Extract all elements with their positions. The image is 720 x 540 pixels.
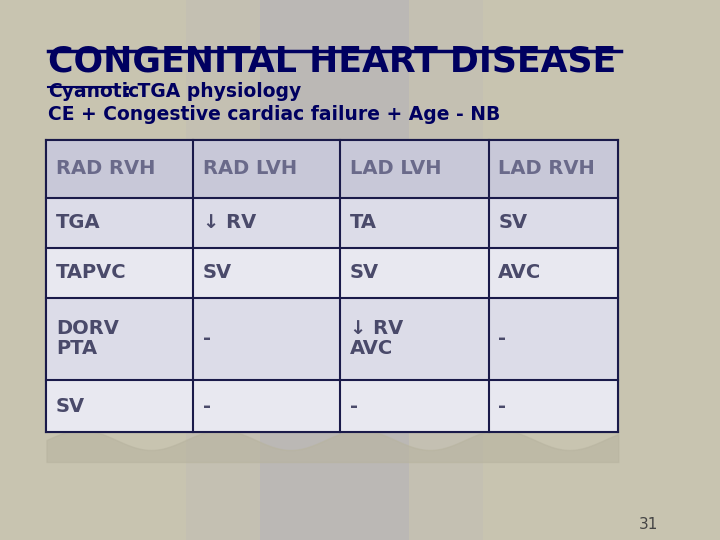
Text: -: - <box>203 396 211 415</box>
Text: CE + Congestive cardiac failure + Age - NB: CE + Congestive cardiac failure + Age - … <box>48 105 500 124</box>
Bar <box>47 248 618 298</box>
Bar <box>47 140 618 432</box>
Text: ↓ RV: ↓ RV <box>203 213 256 233</box>
Text: AVC: AVC <box>498 264 541 282</box>
Text: TA: TA <box>350 213 377 233</box>
Text: 31: 31 <box>639 517 658 532</box>
Text: TGA: TGA <box>55 213 100 233</box>
Text: ↓ RV: ↓ RV <box>350 320 403 339</box>
Text: -: - <box>350 396 358 415</box>
Bar <box>47 140 618 198</box>
Bar <box>47 380 618 432</box>
Text: SV: SV <box>55 396 85 415</box>
Bar <box>261 0 409 540</box>
Text: SV: SV <box>350 264 379 282</box>
Text: -: - <box>498 396 506 415</box>
Bar <box>186 0 484 540</box>
Text: Cyanotic: Cyanotic <box>48 82 140 101</box>
Text: LAD LVH: LAD LVH <box>350 159 441 179</box>
Bar <box>47 298 618 380</box>
Text: SV: SV <box>203 264 232 282</box>
Text: RAD RVH: RAD RVH <box>55 159 156 179</box>
Bar <box>47 198 618 248</box>
Text: RAD LVH: RAD LVH <box>203 159 297 179</box>
Text: TAPVC: TAPVC <box>55 264 127 282</box>
Text: -: - <box>203 329 211 348</box>
Text: -: - <box>498 329 506 348</box>
Text: CONGENITAL HEART DISEASE: CONGENITAL HEART DISEASE <box>48 45 616 79</box>
Text: DORV: DORV <box>55 320 119 339</box>
Text: PTA: PTA <box>55 340 97 359</box>
Text: : TGA physiology: : TGA physiology <box>117 82 302 101</box>
Text: SV: SV <box>498 213 528 233</box>
Text: AVC: AVC <box>350 340 393 359</box>
Text: LAD RVH: LAD RVH <box>498 159 595 179</box>
